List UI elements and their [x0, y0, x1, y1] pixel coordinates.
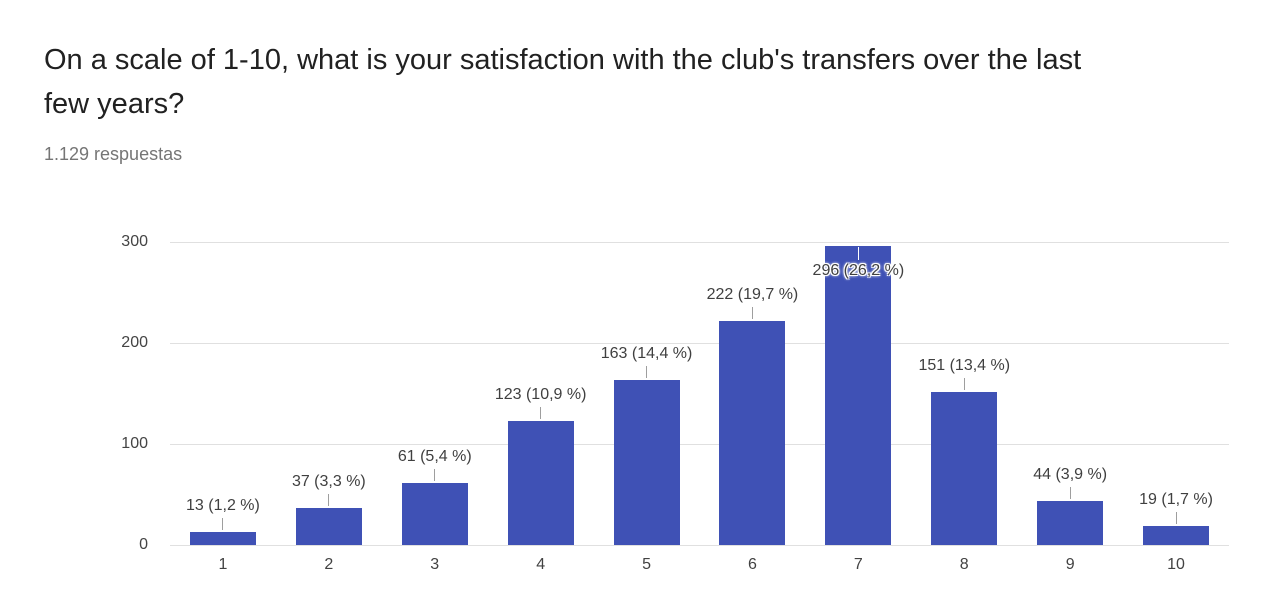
x-axis-tick-label: 5 — [642, 556, 651, 573]
annotation-stem — [1175, 511, 1177, 524]
x-axis-tick-label: 1 — [218, 556, 228, 573]
bar-value-label: 296 (26,2 %) — [812, 262, 905, 280]
y-gridline — [170, 544, 1229, 546]
annotation-stem — [857, 247, 859, 261]
annotation-stem — [963, 378, 965, 391]
bar-value-label: 123 (10,9 %) — [494, 385, 587, 403]
bar-value-label: 222 (19,7 %) — [706, 285, 799, 303]
bar-value-label: 151 (13,4 %) — [918, 357, 1011, 375]
bar-9[interactable] — [1037, 500, 1104, 545]
annotation-stem — [540, 406, 542, 419]
x-axis-tick-label: 4 — [536, 556, 546, 573]
bar-10[interactable] — [1143, 525, 1210, 545]
annotation-stem — [751, 306, 753, 319]
y-gridline — [170, 443, 1229, 445]
bar-value-label: 163 (14,4 %) — [600, 345, 693, 363]
y-gridline — [170, 342, 1229, 344]
bar-7[interactable] — [825, 246, 892, 545]
x-axis-tick-label: 7 — [853, 556, 863, 573]
bar-value-label: 19 (1,7 %) — [1139, 490, 1213, 508]
bar-5[interactable] — [613, 380, 680, 545]
y-axis-tick-label: 100 — [121, 435, 148, 452]
bar-8[interactable] — [931, 392, 998, 545]
bar-3[interactable] — [401, 483, 468, 545]
response-count: 1.129 respuestas — [44, 144, 183, 164]
annotation-stem — [434, 469, 436, 482]
y-axis-tick-label: 0 — [139, 536, 148, 553]
bar-value-label: 61 (5,4 %) — [397, 448, 472, 466]
x-axis-tick-label: 3 — [430, 556, 440, 573]
bar-6[interactable] — [719, 320, 786, 545]
annotation-stem — [1069, 486, 1071, 499]
question-title: On a scale of 1-10, what is your satisfa… — [44, 44, 1082, 120]
annotation-stem — [222, 517, 224, 530]
bar-1[interactable] — [189, 531, 256, 545]
y-gridline — [170, 241, 1229, 243]
bar-value-label: 37 (3,3 %) — [291, 472, 366, 490]
y-axis-tick-label: 300 — [121, 233, 148, 250]
bar-value-label: 13 (1,2 %) — [186, 496, 260, 514]
bar-4[interactable] — [507, 420, 574, 545]
x-axis-tick-label: 2 — [324, 556, 334, 573]
y-axis-tick-label: 200 — [121, 334, 148, 351]
bar-2[interactable] — [295, 507, 362, 545]
x-axis-tick-label: 10 — [1167, 556, 1185, 573]
x-axis-tick-label: 9 — [1065, 556, 1075, 573]
x-axis-tick-label: 6 — [747, 556, 757, 573]
x-axis-tick-label: 8 — [959, 556, 969, 573]
bar-value-label: 44 (3,9 %) — [1033, 465, 1108, 483]
annotation-stem — [328, 493, 330, 506]
annotation-stem — [646, 366, 648, 379]
